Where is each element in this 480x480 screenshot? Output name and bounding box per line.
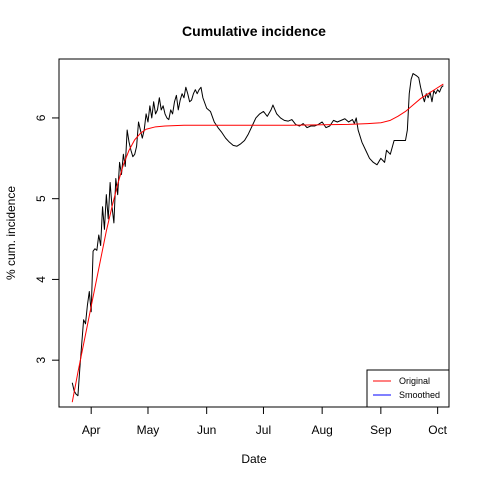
y-tick-label: 4 [34,276,48,283]
x-tick-label: Jul [256,423,271,437]
legend: Original Smoothed [366,369,450,408]
x-tick-label: Aug [311,423,332,437]
x-tick-label: Jun [197,423,216,437]
y-axis-title: % cum. incidence [4,186,18,280]
x-tick-label: Oct [428,423,447,437]
x-tick-label: May [137,423,160,437]
chart-title: Cumulative incidence [182,23,326,39]
x-tick-label: Apr [82,423,101,437]
legend-label-smoothed: Smoothed [399,390,440,400]
y-tick-label: 3 [34,357,48,364]
y-tick-label: 5 [34,195,48,202]
series-line-2 [71,83,444,403]
legend-label-original: Original [399,376,430,386]
series-line-1 [71,73,444,397]
legend-box [366,369,450,408]
x-axis-title: Date [241,452,267,466]
y-tick-label: 6 [34,114,48,121]
x-tick-label: Sep [370,423,392,437]
plot-area: Apr May Jun Jul Aug Sep Oct 3 4 5 6 [34,58,450,437]
plot-frame [58,58,450,408]
